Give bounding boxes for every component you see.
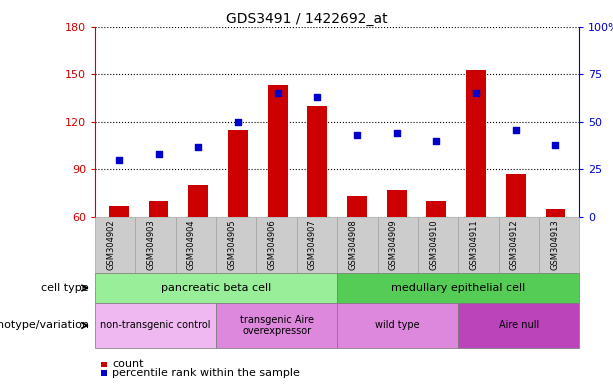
Text: cell type: cell type [41,283,89,293]
Text: GSM304902: GSM304902 [106,219,115,270]
Text: pancreatic beta cell: pancreatic beta cell [161,283,271,293]
Point [154,151,164,157]
Bar [506,174,526,217]
Text: GDS3491 / 1422692_at: GDS3491 / 1422692_at [226,12,387,25]
Text: GSM304909: GSM304909 [389,219,398,270]
Text: medullary epithelial cell: medullary epithelial cell [391,283,525,293]
Point [511,126,520,132]
Bar [347,196,367,217]
Point [273,90,283,96]
Bar [148,201,169,217]
Point [114,157,124,163]
Text: wild type: wild type [375,320,420,331]
Text: transgenic Aire
overexpressor: transgenic Aire overexpressor [240,314,314,336]
Bar [466,70,486,217]
Text: GSM304913: GSM304913 [550,219,559,270]
Point [550,142,560,148]
Bar [109,206,129,217]
Point [392,130,402,136]
Bar [546,209,565,217]
Text: GSM304906: GSM304906 [268,219,276,270]
Text: GSM304910: GSM304910 [429,219,438,270]
Point [352,132,362,138]
Text: GSM304907: GSM304907 [308,219,317,270]
Bar [307,106,327,217]
Bar [228,130,248,217]
Text: GSM304905: GSM304905 [227,219,236,270]
Text: GSM304908: GSM304908 [348,219,357,270]
Bar [387,190,406,217]
Point [193,144,203,150]
Text: GSM304904: GSM304904 [187,219,196,270]
Bar [427,201,446,217]
Text: Aire null: Aire null [498,320,539,331]
Bar [188,185,208,217]
Point [432,138,441,144]
Bar [268,86,287,217]
Text: percentile rank within the sample: percentile rank within the sample [112,368,300,378]
Text: GSM304903: GSM304903 [147,219,156,270]
Text: count: count [112,359,143,369]
Text: GSM304911: GSM304911 [470,219,478,270]
Point [313,94,322,100]
Point [233,119,243,125]
Text: GSM304912: GSM304912 [510,219,519,270]
Point [471,90,481,96]
Text: non-transgenic control: non-transgenic control [101,320,211,331]
Text: genotype/variation: genotype/variation [0,320,89,331]
